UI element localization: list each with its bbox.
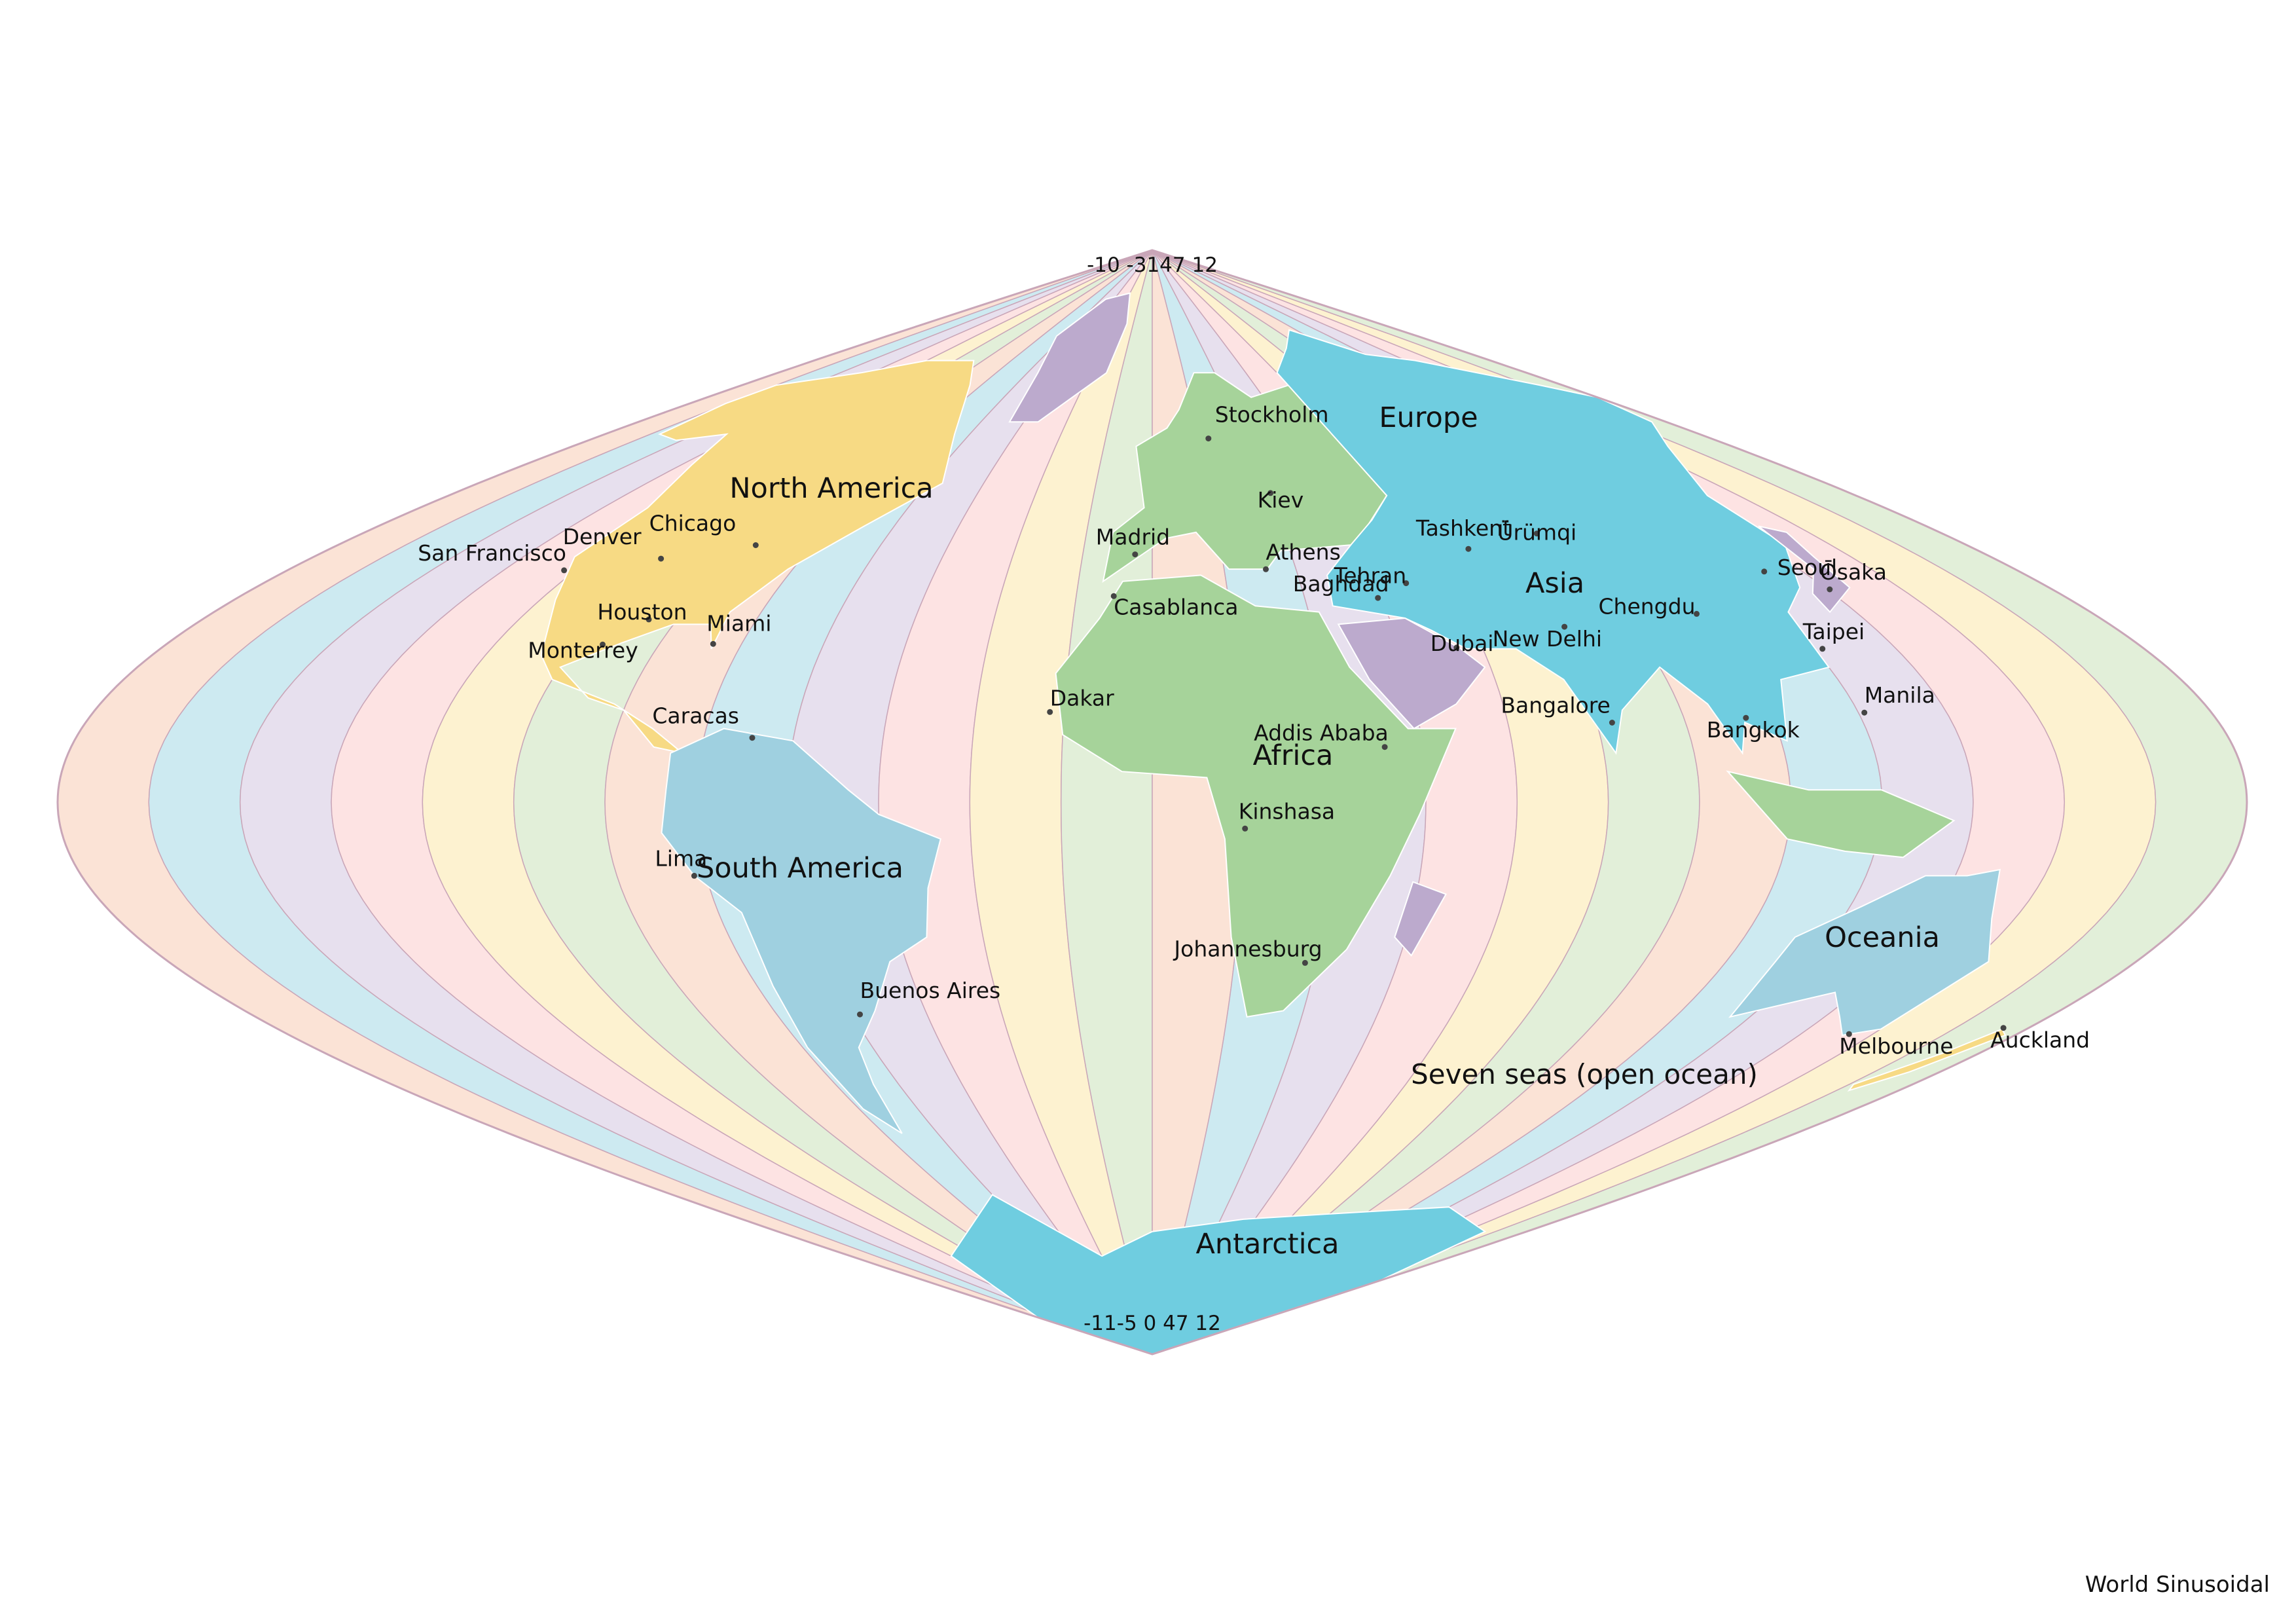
- city-label-houston: Houston: [597, 599, 687, 625]
- city-label-casablanca: Casablanca: [1114, 594, 1238, 619]
- city-marker-addis-ababa: [1381, 744, 1388, 750]
- city-marker-tehran: [1403, 580, 1410, 587]
- asia-landmass: [1276, 329, 1831, 755]
- city-label-stockholm: Stockholm: [1215, 402, 1329, 428]
- city-label-johannesburg: Johannesburg: [1173, 936, 1322, 961]
- arabia-landmass: [1337, 617, 1486, 729]
- city-marker-bangkok: [1743, 714, 1749, 721]
- city-label-miami: Miami: [706, 610, 771, 636]
- city-marker-manila: [1861, 709, 1868, 716]
- south-america-landmass: [661, 728, 941, 1134]
- city-label-manila: Manila: [1865, 682, 1935, 708]
- city-marker-caracas: [749, 735, 756, 741]
- city-label-tashkent: Tashkent: [1415, 515, 1511, 541]
- greenland-landmass: [1008, 292, 1131, 423]
- projection-caption: World Sinusoidal: [2085, 1572, 2270, 1598]
- continent-label-europe: Europe: [1379, 401, 1478, 434]
- city-label-kiev: Kiev: [1258, 487, 1304, 513]
- continent-label-antarctica: Antarctica: [1195, 1228, 1339, 1261]
- city-label-chicago: Chicago: [649, 511, 737, 536]
- city-label-tehran: Tehran: [1334, 563, 1406, 589]
- city-marker-kiev: [1267, 490, 1274, 496]
- city-marker-urumqi: [1533, 530, 1540, 537]
- city-marker-chengdu: [1694, 610, 1700, 617]
- new-zealand-landmass: [1847, 1028, 2007, 1092]
- city-marker-lima: [691, 872, 697, 879]
- city-marker-houston: [646, 616, 652, 623]
- city-label-kinshasa: Kinshasa: [1239, 798, 1335, 824]
- city-marker-dubai: [1453, 644, 1460, 651]
- city-marker-taipei: [1819, 646, 1826, 652]
- north-america-landmass: [540, 360, 975, 754]
- city-marker-new-delhi: [1561, 623, 1568, 630]
- city-marker-melbourne: [1846, 1031, 1852, 1037]
- australia-landmass: [1728, 868, 2001, 1037]
- indonesia-landmass: [1726, 770, 1956, 858]
- city-marker-stockholm: [1205, 435, 1212, 442]
- city-label-lima: Lima: [655, 845, 707, 871]
- city-layer: San Francisco Chicago Denver Houston Miami Mo…: [418, 402, 2090, 1060]
- timezone-bands: [58, 250, 2247, 1354]
- landmasses: [540, 292, 2007, 1354]
- city-marker-bangalore: [1609, 720, 1615, 726]
- city-label-taipei: Taipei: [1802, 619, 1865, 644]
- city-marker-seoul: [1761, 568, 1768, 575]
- city-label-dubai: Dubai: [1430, 631, 1494, 656]
- city-marker-miami: [710, 640, 716, 647]
- city-marker-baghdad: [1375, 595, 1381, 601]
- city-marker-athens: [1263, 566, 1269, 572]
- europe-landmass: [1102, 372, 1388, 583]
- city-marker-buenos-aires: [857, 1011, 863, 1018]
- city-label-seoul: Seoul: [1777, 555, 1838, 580]
- city-marker-chicago: [752, 542, 759, 548]
- continent-label-oceania: Oceania: [1825, 921, 1940, 954]
- ocean-label: Seven seas (open ocean): [1411, 1058, 1758, 1090]
- city-marker-dakar: [1047, 709, 1053, 715]
- city-label-bangalore: Bangalore: [1501, 693, 1610, 718]
- city-marker-tashkent: [1465, 545, 1472, 552]
- city-marker-osaka: [1827, 586, 1833, 593]
- city-marker-casablanca: [1110, 593, 1117, 599]
- city-marker-san-francisco: [561, 567, 568, 574]
- city-label-bangkok: Bangkok: [1707, 717, 1800, 743]
- map-outline: [56, 249, 2248, 1356]
- city-marker-denver: [658, 555, 665, 562]
- continent-label-south-america: South America: [697, 852, 903, 885]
- city-label-urumqi: Ürümqi: [1497, 519, 1576, 545]
- top-timezone-labels: -10 -3147 12: [1087, 253, 1218, 277]
- japan-landmass: [1758, 525, 1851, 614]
- city-label-buenos-aires: Buenos Aires: [860, 978, 1001, 1003]
- city-marker-monterrey: [600, 641, 606, 648]
- city-marker-kinshasa: [1242, 825, 1248, 832]
- city-label-baghdad: Baghdad: [1293, 571, 1389, 597]
- city-label-dakar: Dakar: [1050, 685, 1114, 710]
- madagascar-landmass: [1394, 881, 1448, 957]
- city-label-athens: Athens: [1266, 539, 1341, 564]
- city-label-chengdu: Chengdu: [1599, 593, 1696, 619]
- continent-label-north-america: North America: [729, 472, 933, 505]
- city-marker-johannesburg: [1302, 959, 1308, 966]
- city-label-caracas: Caracas: [652, 703, 739, 729]
- city-label-monterrey: Monterrey: [528, 637, 638, 663]
- city-marker-madrid: [1132, 551, 1139, 558]
- continent-labels: North America South America Europe Africa As…: [697, 401, 1940, 1261]
- continent-label-asia: Asia: [1525, 567, 1584, 600]
- africa-landmass: [1055, 574, 1457, 1018]
- city-label-san-francisco: San Francisco: [418, 540, 566, 566]
- city-label-melbourne: Melbourne: [1839, 1033, 1953, 1059]
- city-label-new-delhi: New Delhi: [1493, 626, 1602, 652]
- continent-label-africa: Africa: [1253, 739, 1334, 772]
- city-label-osaka: Ōsaka: [1820, 559, 1887, 585]
- city-label-madrid: Madrid: [1096, 525, 1170, 550]
- city-marker-auckland: [2000, 1025, 2007, 1031]
- city-label-denver: Denver: [563, 524, 642, 549]
- bottom-timezone-labels: -11-5 0 47 12: [1084, 1312, 1221, 1335]
- city-label-auckland: Auckland: [1990, 1027, 2090, 1053]
- city-label-addis-ababa: Addis Ababa: [1254, 720, 1389, 746]
